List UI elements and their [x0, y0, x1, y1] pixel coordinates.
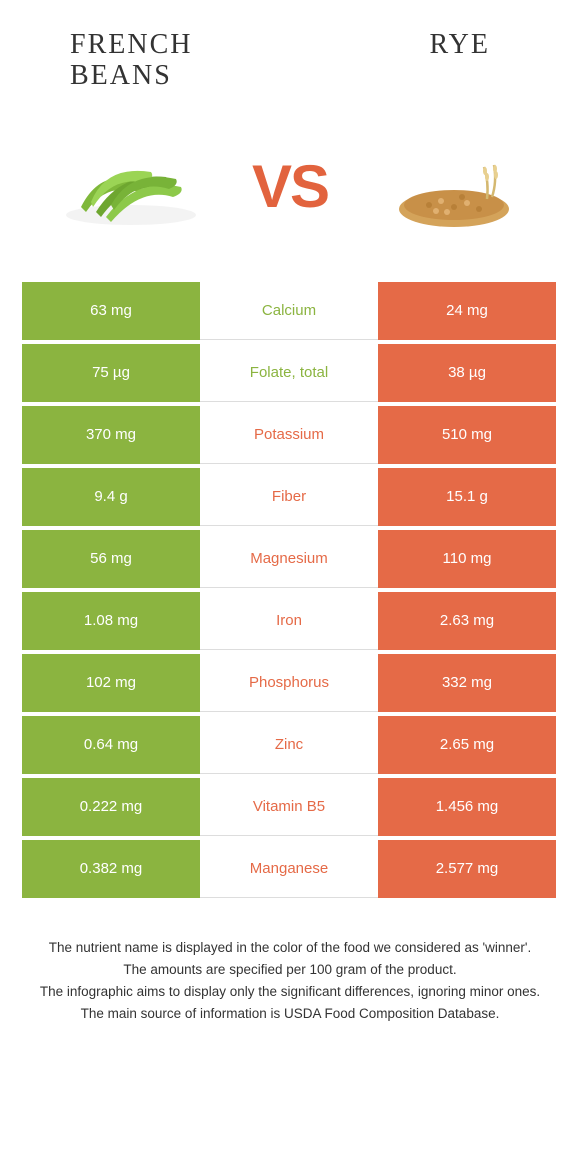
cell-left-value: 0.382 mg — [22, 840, 200, 898]
cell-right-value: 110 mg — [378, 530, 556, 588]
cell-left-value: 0.222 mg — [22, 778, 200, 836]
title-left: French beans — [60, 30, 280, 92]
title-left-line2: beans — [70, 60, 172, 91]
table-row: 9.4 gFiber15.1 g — [22, 468, 558, 526]
footer-line3: The infographic aims to display only the… — [34, 982, 546, 1002]
cell-left-value: 1.08 mg — [22, 592, 200, 650]
cell-nutrient-label: Potassium — [200, 406, 378, 464]
cell-right-value: 38 µg — [378, 344, 556, 402]
table-row: 1.08 mgIron2.63 mg — [22, 592, 558, 650]
cell-nutrient-label: Fiber — [200, 468, 378, 526]
table-row: 102 mgPhosphorus332 mg — [22, 654, 558, 712]
french-beans-image — [51, 132, 211, 242]
cell-nutrient-label: Zinc — [200, 716, 378, 774]
cell-nutrient-label: Folate, total — [200, 344, 378, 402]
footer-line1: The nutrient name is displayed in the co… — [34, 938, 546, 958]
table-row: 370 mgPotassium510 mg — [22, 406, 558, 464]
cell-left-value: 9.4 g — [22, 468, 200, 526]
cell-left-value: 63 mg — [22, 282, 200, 340]
table-row: 0.382 mgManganese2.577 mg — [22, 840, 558, 898]
vs-label: VS — [252, 152, 328, 221]
cell-right-value: 2.63 mg — [378, 592, 556, 650]
nutrient-table: 63 mgCalcium24 mg75 µgFolate, total38 µg… — [22, 282, 558, 898]
vs-row: VS — [0, 102, 580, 282]
cell-right-value: 2.577 mg — [378, 840, 556, 898]
table-row: 0.64 mgZinc2.65 mg — [22, 716, 558, 774]
table-row: 56 mgMagnesium110 mg — [22, 530, 558, 588]
cell-right-value: 1.456 mg — [378, 778, 556, 836]
cell-right-value: 510 mg — [378, 406, 556, 464]
footer: The nutrient name is displayed in the co… — [0, 902, 580, 1025]
cell-nutrient-label: Magnesium — [200, 530, 378, 588]
cell-nutrient-label: Calcium — [200, 282, 378, 340]
cell-left-value: 0.64 mg — [22, 716, 200, 774]
table-row: 0.222 mgVitamin B51.456 mg — [22, 778, 558, 836]
cell-nutrient-label: Manganese — [200, 840, 378, 898]
cell-nutrient-label: Iron — [200, 592, 378, 650]
footer-line2: The amounts are specified per 100 gram o… — [34, 960, 546, 980]
cell-right-value: 15.1 g — [378, 468, 556, 526]
title-left-line1: French — [70, 29, 192, 60]
cell-right-value: 2.65 mg — [378, 716, 556, 774]
cell-nutrient-label: Phosphorus — [200, 654, 378, 712]
title-right: Rye — [280, 30, 520, 92]
cell-left-value: 102 mg — [22, 654, 200, 712]
header: French beans Rye — [0, 0, 580, 102]
table-row: 75 µgFolate, total38 µg — [22, 344, 558, 402]
cell-left-value: 75 µg — [22, 344, 200, 402]
cell-right-value: 332 mg — [378, 654, 556, 712]
cell-right-value: 24 mg — [378, 282, 556, 340]
cell-left-value: 56 mg — [22, 530, 200, 588]
cell-nutrient-label: Vitamin B5 — [200, 778, 378, 836]
cell-left-value: 370 mg — [22, 406, 200, 464]
footer-line4: The main source of information is USDA F… — [34, 1004, 546, 1024]
rye-image — [369, 132, 529, 242]
table-row: 63 mgCalcium24 mg — [22, 282, 558, 340]
